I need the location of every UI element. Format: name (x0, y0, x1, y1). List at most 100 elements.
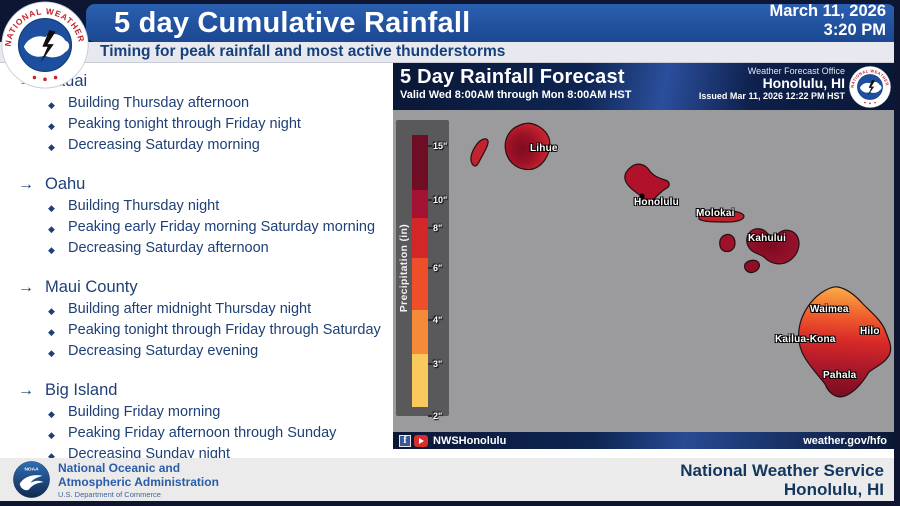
timing-item: Decreasing Saturday morning (68, 137, 260, 153)
section-big-island: → Big Island ◆ Building Friday morning ◆ P… (18, 381, 393, 464)
wfo-label: Weather Forecast Office (747, 66, 845, 76)
label-pahala: Pahala (823, 370, 857, 381)
noaa-line1: National Oceanic and (58, 461, 181, 475)
subtitle-text: Timing for peak rainfall and most active… (100, 43, 506, 60)
title-bar: 5 day Cumulative Rainfall (86, 4, 896, 42)
legend-axis-label: Precipitation (in) (397, 223, 410, 313)
timing-item: Decreasing Saturday evening (68, 343, 259, 359)
legend-tick: 10" (428, 195, 447, 205)
diamond-icon: ◆ (48, 451, 55, 461)
section-title: Oahu (45, 175, 86, 193)
label-honolulu: Honolulu (634, 197, 679, 208)
map-canvas: Lihue Honolulu Molokai Kahului Waimea Ka… (393, 110, 895, 432)
legend-tick: 6" (428, 263, 442, 273)
nws-logo-icon: NATIONAL WEATHER SERVICE (849, 66, 891, 108)
svg-text:NOAA: NOAA (24, 466, 39, 472)
label-kailua-kona: Kailua-Kona (775, 334, 836, 345)
issued-text: Issued Mar 11, 2026 12:22 PM HST (698, 91, 845, 101)
subtitle-strip: Timing for peak rainfall and most active… (0, 42, 900, 63)
diamond-icon: ◆ (48, 203, 55, 213)
nws-logo-icon: NATIONAL WEATHER SERVICE (1, 1, 89, 89)
right-border (894, 0, 900, 501)
footer-office: Honolulu, HI (783, 480, 884, 499)
precipitation-legend: Precipitation (in) 15" 10" 8" 6" 4" 3" 2… (396, 120, 449, 421)
timing-panel: → Kauai ◆Building Thursday afternoon ◆Pe… (0, 63, 393, 462)
diamond-icon: ◆ (48, 100, 55, 110)
timing-item: Building Thursday night (68, 198, 220, 214)
map-header: 5 Day Rainfall Forecast Valid Wed 8:00AM… (393, 63, 895, 110)
wfo-city: Honolulu, HI (762, 75, 845, 91)
diamond-icon: ◆ (48, 142, 55, 152)
map-footer-bar: f NWSHonolulu weather.gov/hfo (393, 432, 895, 449)
arrow-icon: → (18, 382, 34, 399)
bottom-border (0, 501, 900, 506)
website-text: weather.gov/hfo (803, 434, 887, 447)
timing-item: Peaking tonight through Friday through S… (68, 322, 381, 338)
section-maui-county: → Maui County ◆ Building after midnight T… (18, 278, 393, 361)
label-lihue: Lihue (530, 143, 558, 154)
diamond-icon: ◆ (48, 327, 55, 337)
forecast-map-panel: 5 Day Rainfall Forecast Valid Wed 8:00AM… (393, 63, 895, 449)
section-kauai: → Kauai ◆Building Thursday afternoon ◆Pe… (18, 72, 393, 155)
hawaii-islands-map (470, 122, 892, 398)
youtube-icon (414, 434, 428, 447)
time-text: 3:20 PM (823, 21, 886, 39)
timing-item: Building Thursday afternoon (68, 95, 250, 111)
legend-tick: 8" (428, 223, 442, 233)
facebook-icon: f (399, 434, 411, 447)
label-waimea: Waimea (810, 304, 849, 315)
island-niihau (470, 138, 489, 167)
honolulu-dot (639, 193, 645, 199)
wfo-block: Weather Forecast Office Honolulu, HI Iss… (699, 66, 845, 101)
timing-item: Decreasing Saturday afternoon (68, 240, 269, 256)
section-oahu: → Oahu ◆ Building Thursday night ◆ Peaking… (18, 175, 393, 258)
island-big-island (798, 286, 892, 398)
date-text: March 11, 2026 (769, 2, 887, 20)
arrow-icon: → (18, 279, 34, 296)
legend-tick: 2" (428, 411, 442, 421)
arrow-icon: → (18, 176, 34, 193)
island-maui (746, 228, 800, 265)
map-title: 5 Day Rainfall Forecast (400, 66, 625, 88)
timing-item: Building after midnight Thursday night (68, 301, 312, 317)
social-handle: NWSHonolulu (433, 434, 507, 447)
island-kauai (504, 122, 551, 171)
footer-agency: National Weather Service (680, 461, 884, 480)
section-title: Maui County (45, 278, 138, 296)
diamond-icon: ◆ (48, 430, 55, 440)
island-lanai (719, 233, 736, 253)
island-molokai (698, 209, 745, 223)
label-hilo: Hilo (860, 326, 880, 337)
section-title: Big Island (45, 381, 118, 399)
label-kahului: Kahului (748, 233, 787, 244)
diamond-icon: ◆ (48, 245, 55, 255)
legend-tick: 3" (428, 359, 442, 369)
timing-item: Peaking Friday afternoon through Sunday (68, 425, 337, 441)
footer: NOAA National Oceanic and Atmospheric Ad… (0, 458, 900, 501)
timing-item: Peaking tonight through Friday night (68, 116, 301, 132)
diamond-icon: ◆ (48, 306, 55, 316)
page-title: 5 day Cumulative Rainfall (114, 6, 471, 39)
legend-tick: 4" (428, 315, 442, 325)
legend-tick: 15" (428, 141, 447, 151)
diamond-icon: ◆ (48, 409, 55, 419)
timing-item: Decreasing Sunday night (68, 446, 231, 462)
noaa-text-block: National Oceanic and Atmospheric Adminis… (58, 461, 219, 499)
island-kahoolawe (744, 259, 760, 274)
top-header: 5 day Cumulative Rainfall March 11, 2026… (0, 0, 900, 42)
noaa-line2: Atmospheric Administration (58, 474, 219, 489)
legend-color-bar (412, 135, 428, 407)
datetime: March 11, 2026 3:20 PM (770, 2, 887, 40)
diamond-icon: ◆ (48, 224, 55, 234)
noaa-logo-icon: NOAA (13, 461, 50, 498)
map-valid-range: Valid Wed 8:00AM through Mon 8:00AM HST (400, 89, 632, 101)
timing-item: Peaking early Friday morning Saturday mo… (68, 219, 376, 235)
footer-agency-block: National Weather Service Honolulu, HI (680, 461, 884, 499)
island-oahu (624, 163, 670, 201)
label-molokai: Molokai (696, 208, 735, 219)
timing-item: Building Friday morning (68, 404, 221, 420)
noaa-line3: U.S. Department of Commerce (58, 490, 161, 499)
diamond-icon: ◆ (48, 348, 55, 358)
diamond-icon: ◆ (48, 121, 55, 131)
